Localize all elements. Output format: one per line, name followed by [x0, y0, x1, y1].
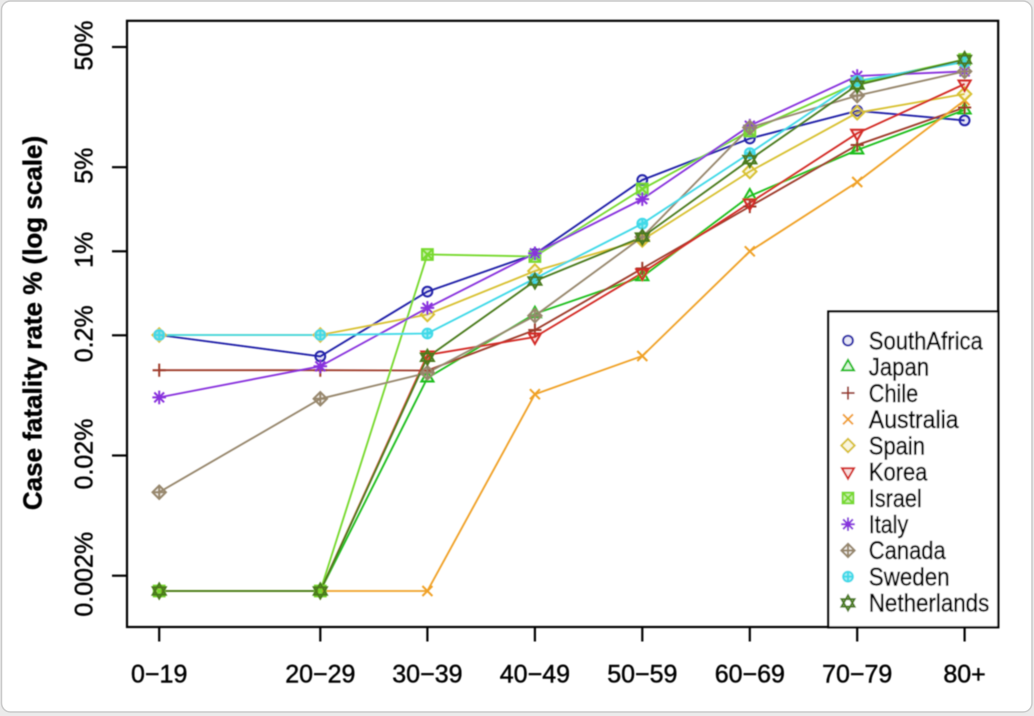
svg-text:30−39: 30−39 [392, 660, 462, 688]
svg-text:0.002%: 0.002% [71, 532, 99, 617]
svg-text:Italy: Italy [869, 511, 909, 539]
svg-text:80+: 80+ [943, 660, 985, 688]
svg-text:Case fatality rate % (log scal: Case fatality rate % (log scale) [18, 136, 48, 510]
svg-text:Israel: Israel [869, 485, 922, 513]
svg-text:Korea: Korea [869, 459, 928, 487]
svg-text:0.2%: 0.2% [71, 305, 99, 362]
svg-text:Spain: Spain [869, 432, 925, 460]
svg-text:Sweden: Sweden [869, 563, 950, 591]
svg-text:20−29: 20−29 [285, 660, 355, 688]
svg-text:0−19: 0−19 [131, 660, 187, 688]
svg-text:50−59: 50−59 [607, 660, 677, 688]
svg-text:70−79: 70−79 [822, 660, 892, 688]
svg-text:Chile: Chile [869, 380, 918, 408]
svg-text:5%: 5% [71, 148, 99, 184]
svg-text:60−69: 60−69 [715, 660, 785, 688]
svg-text:Australia: Australia [869, 406, 959, 434]
svg-text:40−49: 40−49 [500, 660, 570, 688]
svg-text:Japan: Japan [869, 354, 929, 382]
svg-text:1%: 1% [71, 232, 99, 268]
svg-text:Canada: Canada [869, 537, 946, 565]
svg-text:50%: 50% [71, 20, 99, 70]
svg-text:SouthAfrica: SouthAfrica [869, 327, 983, 355]
svg-text:0.02%: 0.02% [71, 419, 99, 490]
svg-text:Netherlands: Netherlands [869, 590, 990, 618]
